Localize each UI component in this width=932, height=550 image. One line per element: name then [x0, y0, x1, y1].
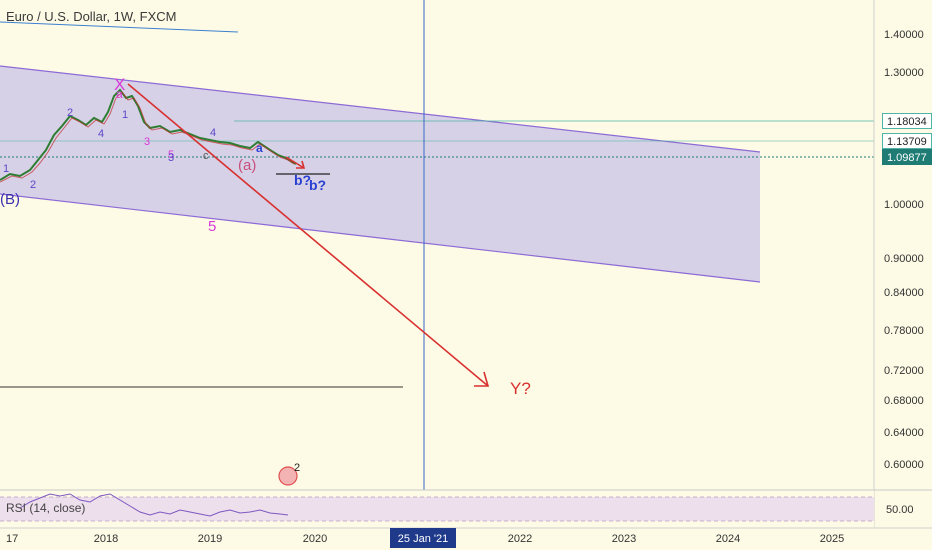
label-a-paren[interactable]: (a)	[238, 157, 256, 174]
projection-arrow[interactable]	[127, 83, 489, 387]
time-tick-label: 2020	[303, 533, 327, 545]
wave-3: 3	[144, 136, 150, 148]
time-tick-label: 2024	[716, 533, 740, 545]
label-small-a: a	[256, 141, 263, 155]
crosshair-time-label: 25 Jan '21	[398, 533, 448, 545]
price-channel[interactable]	[0, 66, 760, 282]
channel-bottom-line[interactable]	[0, 193, 761, 283]
price-scale[interactable]	[874, 0, 932, 528]
price-tick-label: 0.90000	[884, 253, 924, 265]
short-arrow[interactable]	[285, 156, 305, 169]
price-tick-label: 0.68000	[884, 395, 924, 407]
price-series[interactable]	[0, 88, 297, 181]
price-tick-label: 0.84000	[884, 287, 924, 299]
wave-c: c	[203, 150, 209, 162]
wave-5: 5	[168, 149, 174, 161]
label-Y[interactable]: Y?	[510, 379, 531, 398]
label-five-big[interactable]: 5	[208, 218, 216, 235]
wave-2: 2	[30, 179, 36, 191]
short-arrow-head	[296, 160, 306, 169]
label-b-small-top: a	[116, 87, 123, 101]
time-tick-label: 2018	[94, 533, 118, 545]
crosshair-time-badge	[390, 528, 456, 548]
price-tick-label: 1.30000	[884, 67, 924, 79]
projection-arrow-head	[474, 371, 490, 387]
wave-1: 1	[3, 163, 9, 175]
wave-4b: 4	[210, 127, 216, 139]
ideas-icon[interactable]	[278, 466, 298, 486]
label-b-second[interactable]: b?	[309, 177, 326, 193]
top-trend-line[interactable]	[0, 21, 239, 33]
rsi-band	[0, 497, 874, 521]
wave-2b: 2	[67, 107, 73, 119]
channel-top-line[interactable]	[0, 65, 761, 153]
symbol-title[interactable]: Euro / U.S. Dollar, 1W, FXCM	[6, 9, 177, 24]
price-series-bear	[0, 91, 295, 183]
price-tick-label: 0.78000	[884, 325, 924, 337]
time-tick-label: 2023	[612, 533, 636, 545]
price-tick-label: 0.64000	[884, 427, 924, 439]
time-tick-label: 17	[6, 533, 18, 545]
price-badge-2: 1.13709	[882, 133, 932, 149]
price-tick-label: 0.60000	[884, 459, 924, 471]
wave-1b: 1	[122, 109, 128, 121]
label-B[interactable]: (B)	[0, 191, 20, 208]
time-ticks: 17 2018 2019 2020 2022 2023 2024 2025	[6, 533, 844, 545]
rsi-value: 50.00	[886, 504, 914, 516]
price-tick-label: 0.72000	[884, 365, 924, 377]
time-tick-label: 2022	[508, 533, 532, 545]
price-badge-3: 1.09877	[882, 149, 932, 165]
time-tick-label: 2019	[198, 533, 222, 545]
time-axis[interactable]	[0, 528, 932, 550]
wave-3b: 3	[168, 152, 174, 164]
price-tick-label: 1.40000	[884, 29, 924, 41]
rsi-label[interactable]: RSI (14, close)	[6, 501, 85, 515]
ideas-count: 2	[294, 462, 300, 474]
label-b-first[interactable]: b?	[294, 172, 311, 188]
price-tick-label: 1.00000	[884, 199, 924, 211]
rsi-line	[19, 493, 289, 517]
time-tick-label: 2025	[820, 533, 844, 545]
label-X[interactable]: X	[114, 75, 125, 94]
price-badge-1: 1.18034	[882, 113, 932, 129]
wave-4: 4	[98, 128, 104, 140]
